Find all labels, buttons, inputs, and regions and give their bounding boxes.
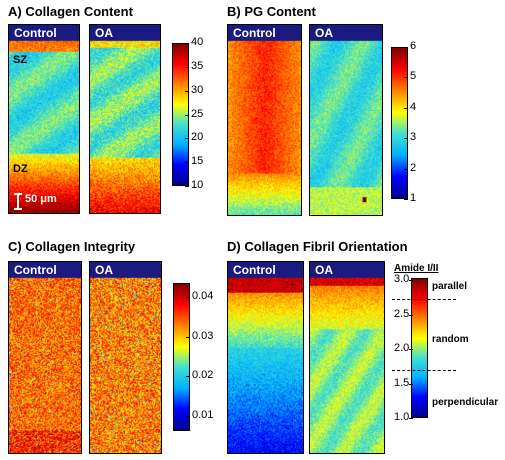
colorbar-tick-label: 6 — [410, 40, 417, 52]
colorbar-tick-label: 15 — [191, 155, 204, 168]
colorbar-tick-label: 2.0 — [394, 342, 410, 354]
colorbar-tick-label: 0.03 — [192, 329, 214, 342]
colorbar-tick-mark — [404, 138, 408, 140]
control-label: Control — [233, 263, 276, 277]
panel-d-oa-map: OA — [309, 261, 385, 454]
colorbar-tick-mark — [186, 416, 190, 417]
panel-d-control-heatmap — [228, 262, 303, 453]
colorbar-tick-mark — [186, 336, 190, 338]
panel-d-title: D) Collagen Fibril Orientation — [227, 239, 408, 254]
panel-c-control-map: Control — [8, 261, 82, 454]
colorbar-tick-label: 3.0 — [394, 273, 410, 285]
scale-bar-label: 50 μm — [25, 193, 57, 205]
colorbar-tick-mark — [404, 107, 408, 109]
colorbar-tick-label: 1.0 — [394, 411, 410, 423]
panel-c-oa-map: OA — [89, 261, 162, 454]
colorbar-tick-mark — [409, 280, 413, 281]
colorbar-tick-label: 3 — [410, 131, 417, 144]
oa-label: OA — [315, 26, 333, 40]
amide-colorbar-title: Amide I/II — [394, 263, 439, 274]
colorbar-tick-label: 2 — [410, 161, 417, 174]
colorbar-tick-label: 25 — [191, 107, 204, 120]
colorbar-tick-label: 1 — [410, 192, 417, 204]
colorbar-tick-mark — [185, 114, 189, 116]
oa-label: OA — [95, 26, 113, 40]
colorbar-tick-mark — [404, 47, 408, 48]
colorbar-tick-label: 4 — [410, 100, 417, 113]
control-label: Control — [233, 26, 276, 40]
panel-c-control-heatmap — [9, 262, 81, 453]
oa-label: OA — [315, 263, 333, 277]
panel-b-colorbar — [391, 47, 408, 199]
panel-b-oa-map: OA — [309, 24, 383, 216]
colorbar-tick-mark — [186, 376, 190, 378]
panel-a-title: A) Collagen Content — [8, 4, 133, 19]
colorbar-tick-label: 10 — [191, 179, 204, 191]
panel-b-control-heatmap — [228, 25, 301, 215]
colorbar-tick-label: 0.02 — [192, 369, 214, 382]
colorbar-tick-label: 5 — [410, 70, 417, 83]
colorbar-tick-label: 35 — [191, 59, 204, 72]
random-label: random — [432, 334, 469, 345]
colorbar-tick-mark — [404, 168, 408, 170]
panel-a-oa-map: OA — [89, 24, 161, 214]
sz-label: SZ — [13, 54, 28, 66]
panel-b-title: B) PG Content — [227, 4, 316, 19]
colorbar-tick-label: 30 — [191, 83, 204, 96]
panel-c-colorbar — [173, 283, 190, 431]
colorbar-tick-label: 40 — [191, 36, 204, 48]
colorbar-tick-mark — [404, 199, 408, 200]
colorbar-tick-mark — [409, 383, 413, 385]
panel-d-oa-heatmap — [310, 262, 384, 453]
colorbar-tick-mark — [185, 138, 189, 140]
perpendicular-label: perpendicular — [432, 397, 499, 408]
control-label: Control — [14, 26, 57, 40]
panel-a-control-heatmap — [9, 25, 79, 213]
colorbar-tick-mark — [404, 77, 408, 79]
colorbar-tick-mark — [185, 66, 189, 68]
oa-label: OA — [95, 263, 113, 277]
colorbar-tick-mark — [409, 349, 413, 350]
colorbar-tick-mark — [409, 418, 413, 419]
panel-a-control-map: Control SZ DZ 50 μm — [8, 24, 80, 214]
colorbar-tick-label: 0.01 — [192, 409, 214, 421]
colorbar-tick-label: 20 — [191, 131, 204, 144]
colorbar-tick-label: 0.04 — [192, 290, 214, 302]
colorbar-tick-label: 1.5 — [394, 376, 410, 389]
panel-d-control-map: Control — [227, 261, 304, 454]
colorbar-tick-label: 2.5 — [394, 307, 410, 320]
panel-d-colorbar — [411, 278, 428, 418]
panel-b-oa-heatmap — [310, 25, 382, 215]
colorbar-tick-mark — [185, 90, 189, 92]
colorbar-tick-mark — [185, 186, 189, 187]
parallel-threshold-line — [392, 299, 456, 300]
colorbar-tick-mark — [185, 43, 189, 44]
panel-a-oa-heatmap — [90, 25, 160, 213]
colorbar-tick-mark — [186, 297, 190, 298]
panel-c-title: C) Collagen Integrity — [8, 239, 136, 254]
panel-c-oa-heatmap — [90, 262, 161, 453]
parallel-label: parallel — [432, 281, 468, 292]
panel-b-control-map: Control — [227, 24, 302, 216]
control-label: Control — [14, 263, 57, 277]
colorbar-tick-mark — [185, 162, 189, 164]
dz-label: DZ — [13, 163, 28, 175]
perpendicular-threshold-line — [392, 370, 456, 371]
colorbar-tick-mark — [409, 314, 413, 316]
